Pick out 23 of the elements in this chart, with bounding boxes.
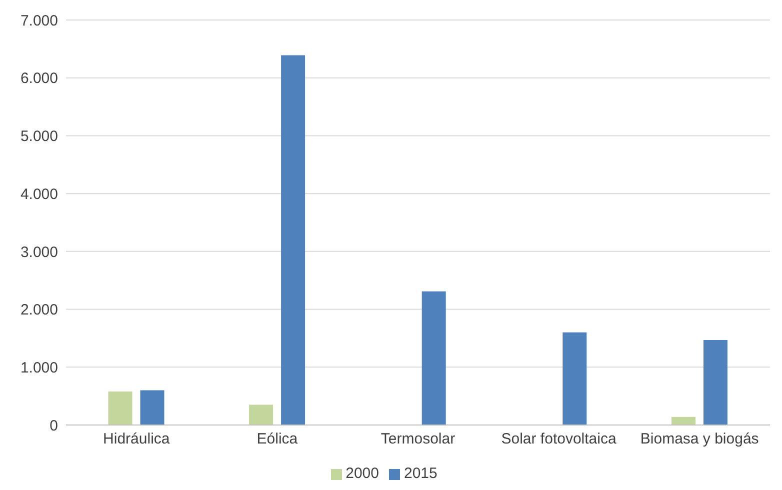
x-tick-label: Termosolar (380, 430, 456, 448)
bar (422, 291, 446, 425)
y-tick-label: 4.000 (20, 186, 58, 203)
bar (703, 340, 728, 425)
bar (249, 404, 274, 425)
y-tick-label: 6.000 (20, 70, 58, 88)
y-tick-label: 2.000 (20, 302, 58, 319)
bar (108, 391, 132, 425)
bar (281, 55, 306, 425)
x-tick-label: Solar fotovoltaica (501, 430, 617, 448)
y-tick-label: 0 (50, 417, 58, 434)
legend-label: 2000 (346, 465, 379, 482)
y-tick-label: 1.000 (20, 359, 58, 376)
x-tick-label: Biomasa y biogás (640, 430, 759, 448)
x-tick-label: Eólica (256, 430, 298, 448)
bar (562, 332, 587, 425)
bar (140, 390, 164, 425)
y-tick-label: 7.000 (20, 12, 58, 30)
bar (671, 416, 696, 425)
x-tick-label: Hidráulica (103, 430, 170, 448)
legend-label: 2015 (404, 465, 438, 482)
y-tick-label: 5.000 (20, 128, 58, 146)
y-tick-label: 3.000 (20, 244, 58, 261)
